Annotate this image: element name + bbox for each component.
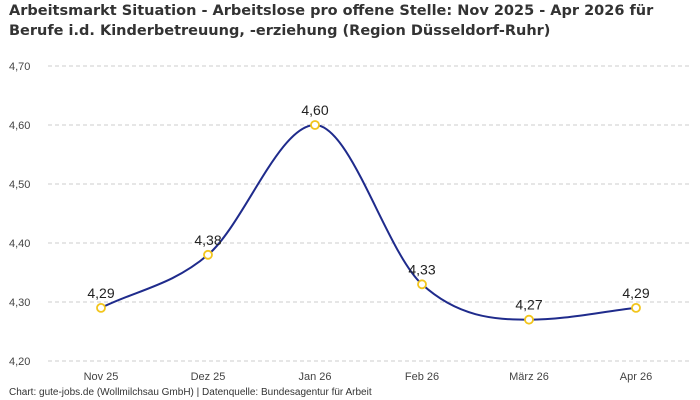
data-labels: 4,29 4,38 4,60 4,33 4,27 4,29 <box>87 102 649 313</box>
series-line <box>100 123 637 321</box>
data-label: 4,33 <box>408 261 435 277</box>
x-tick-label: Dez 25 <box>191 371 226 383</box>
data-label: 4,29 <box>622 285 649 301</box>
y-tick-label: 4,20 <box>9 356 30 368</box>
chart-title: Arbeitsmarkt Situation - Arbeitslose pro… <box>9 1 699 41</box>
data-point-marker <box>417 279 427 290</box>
x-tick-label: Jan 26 <box>298 371 331 383</box>
chart-title-line-1: Arbeitsmarkt Situation - Arbeitslose pro… <box>9 3 654 19</box>
data-point-marker <box>524 314 534 325</box>
data-point-marker <box>96 302 106 313</box>
x-axis-tick-labels: Nov 25 Dez 25 Jan 26 Feb 26 März 26 Apr 26 <box>84 371 653 383</box>
y-tick-label: 4,50 <box>9 179 30 191</box>
data-label: 4,29 <box>87 285 114 301</box>
data-point-marker <box>310 120 320 130</box>
data-point-marker <box>631 302 641 313</box>
data-markers <box>96 120 641 325</box>
source-footer: Chart: gute-jobs.de (Wollmilchsau GmbH) … <box>9 387 372 398</box>
y-tick-label: 4,40 <box>9 238 30 250</box>
gridlines <box>48 65 692 362</box>
y-tick-label: 4,30 <box>9 297 30 309</box>
x-tick-label: Feb 26 <box>405 371 439 383</box>
y-tick-label: 4,70 <box>9 61 30 73</box>
data-label: 4,38 <box>194 232 221 248</box>
x-tick-label: Apr 26 <box>620 371 652 383</box>
x-tick-label: März 26 <box>509 371 549 383</box>
data-point-marker <box>203 249 213 260</box>
x-tick-label: Nov 25 <box>84 371 119 383</box>
data-label: 4,60 <box>301 102 328 118</box>
chart-title-line-2: Berufe i.d. Kinderbetreuung, -erziehung … <box>9 23 551 39</box>
y-axis-tick-labels: 4,20 4,30 4,40 4,50 4,60 4,70 <box>9 61 30 368</box>
data-label: 4,27 <box>515 297 542 313</box>
y-tick-label: 4,60 <box>9 120 30 132</box>
